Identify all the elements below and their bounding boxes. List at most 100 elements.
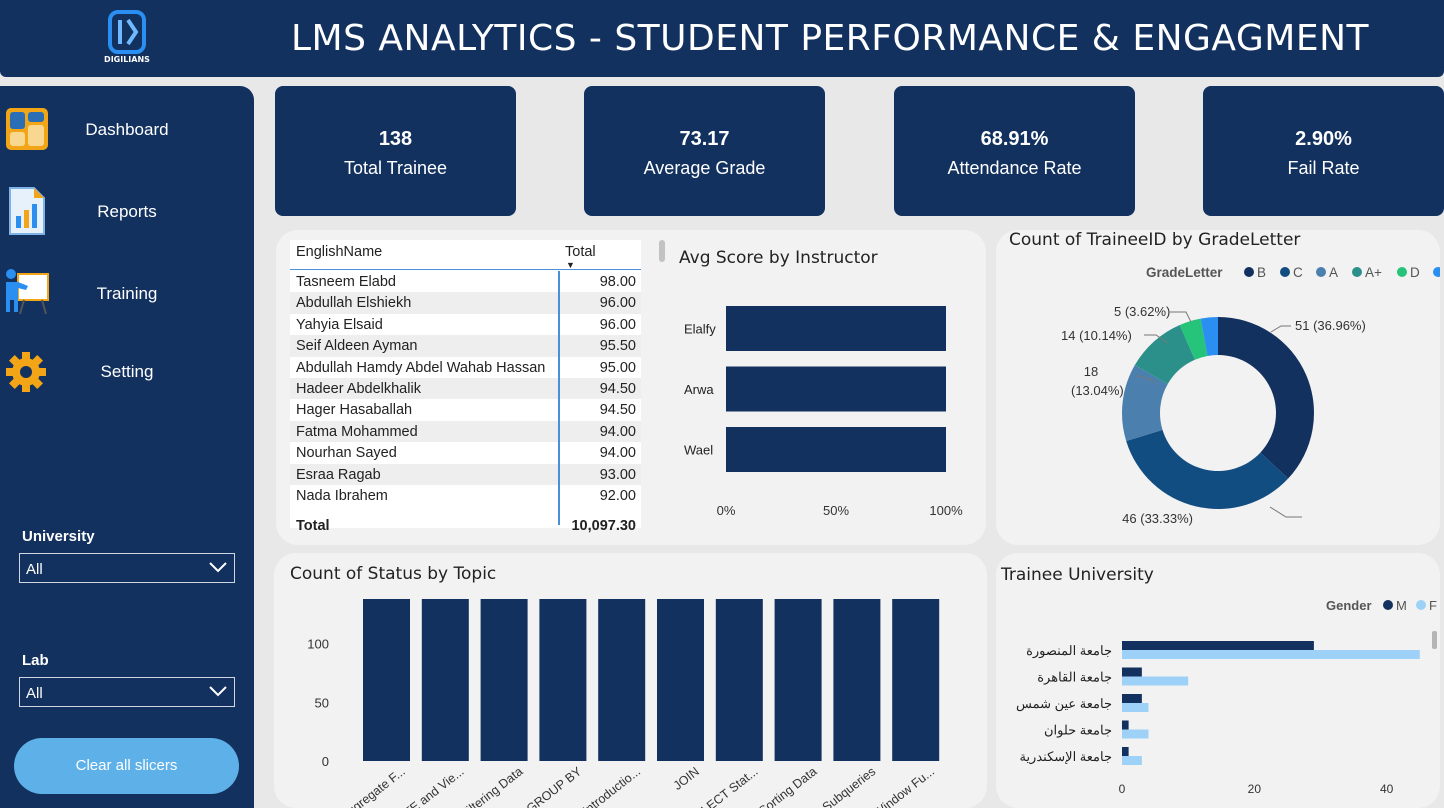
clear-slicers-button[interactable]: Clear all slicers: [14, 738, 239, 794]
table-row[interactable]: Fatma Mohammed 94.00: [290, 420, 641, 443]
chevron-down-icon: [209, 686, 227, 697]
university-label: جامعة القاهرة: [1037, 670, 1112, 686]
sidebar-item-reports[interactable]: Reports: [0, 186, 254, 246]
table-row[interactable]: Esraa Ragab 93.00: [290, 463, 641, 485]
x-tick-label: 0%: [717, 503, 736, 518]
university-slicer[interactable]: All: [19, 553, 235, 583]
lab-slicer[interactable]: All: [19, 677, 235, 707]
column-header-total[interactable]: Total: [565, 244, 596, 260]
table-row[interactable]: Nourhan Sayed 94.00: [290, 442, 641, 463]
legend-swatch: [1433, 267, 1440, 277]
sort-desc-icon: ▼: [566, 260, 575, 270]
cell-total: 95.50: [599, 338, 636, 355]
cell-total: 98.00: [599, 274, 636, 290]
x-tick-label: Sorting Data: [756, 764, 819, 808]
kpi-total-trainee: 138 Total Trainee: [275, 86, 516, 216]
table-row[interactable]: Yahyia Elsaid 96.00: [290, 314, 641, 335]
topic-bar: [892, 599, 940, 761]
page-title: LMS ANALYTICS - STUDENT PERFORMANCE & EN…: [290, 18, 1370, 59]
topic-bar: [715, 599, 763, 761]
cell-name: Hadeer Abdelkhalik: [296, 381, 421, 397]
slice-label: (13.04%): [1071, 383, 1124, 398]
y-tick-label: 100: [307, 637, 329, 652]
instructor-chart: Elalfy Arwa Wael 0% 50% 100%: [684, 306, 963, 518]
dashboard-icon: [6, 108, 48, 150]
table-row[interactable]: Nada Ibrahem 92.00: [290, 485, 641, 506]
x-tick-label: 40: [1380, 782, 1394, 796]
legend-swatch: [1352, 267, 1362, 277]
cell-name: Yahyia Elsaid: [296, 316, 383, 333]
donut-slice: [1218, 317, 1314, 479]
topic-bar: [657, 599, 704, 761]
instructor-bar: [726, 306, 946, 351]
status-topic-chart: 0 50 100 Aggregate F...CTE and Vie...Filter…: [307, 599, 940, 808]
sidebar-item-setting[interactable]: Setting: [0, 348, 254, 408]
table-scrollbar[interactable]: [659, 240, 665, 262]
university-label: جامعة المنصورة: [1026, 643, 1112, 659]
sidebar: Dashboard Reports Training: [0, 86, 254, 808]
x-tick-label: Subqueries: [820, 764, 878, 808]
donut-slice: [1179, 318, 1208, 360]
instructor-label: Elalfy: [684, 322, 716, 337]
kpi-label: Total Trainee: [343, 158, 448, 178]
total-value: 10,097.30: [571, 518, 636, 534]
cell-name: Abdullah Elshiekh: [296, 295, 412, 312]
topic-bar: [833, 599, 881, 761]
logo-text: DIGILIANS: [104, 55, 150, 64]
table-row[interactable]: Abdullah Hamdy Abdel Wahab Hassan 95.00: [290, 357, 641, 378]
total-label: Total: [296, 518, 330, 534]
x-tick-label: Window Fu...: [871, 764, 937, 808]
university-bar: [1122, 667, 1142, 677]
status-chart-title: Count of Status by Topic: [290, 564, 497, 584]
table-row[interactable]: Abdullah Elshiekh 96.00: [290, 292, 641, 314]
cell-total: 96.00: [599, 316, 636, 333]
cell-total: 94.00: [599, 423, 636, 440]
topic-bar: [421, 599, 469, 761]
lab-slicer-label: Lab: [22, 652, 49, 669]
university-bar: [1122, 694, 1142, 703]
cell-total: 95.00: [599, 359, 636, 376]
lab-slicer-value: All: [26, 685, 43, 702]
sidebar-item-training[interactable]: Training: [0, 266, 254, 326]
x-tick-label: Aggregate F...: [338, 764, 408, 808]
university-label: جامعة عين شمس: [1016, 696, 1112, 712]
donut-slice: [1122, 365, 1168, 441]
instructor-bar: [726, 427, 946, 472]
leader-line: [1170, 311, 1192, 323]
legend-item: D: [1410, 265, 1420, 280]
table-row[interactable]: Seif Aldeen Ayman 95.50: [290, 335, 641, 357]
table-row[interactable]: Hager Hasaballah 94.50: [290, 399, 641, 420]
reports-icon: [9, 187, 45, 235]
kpi-label: Average Grade: [643, 158, 766, 178]
cell-name: Nourhan Sayed: [296, 445, 397, 462]
header-bar: DIGILIANS LMS ANALYTICS - STUDENT PERFOR…: [0, 0, 1444, 77]
column-header-name[interactable]: EnglishName: [296, 244, 383, 260]
x-tick-label: Introductio...: [580, 764, 643, 808]
university-bar: [1122, 641, 1314, 650]
trainee-university-card: Trainee University Gender M F جامعة المنصور…: [996, 553, 1440, 808]
legend-item: B: [1257, 265, 1266, 280]
sidebar-item-label: Reports: [97, 202, 157, 221]
table-row[interactable]: Hadeer Abdelkhalik 94.50: [290, 378, 641, 400]
topic-bar: [774, 599, 822, 761]
slice-label: 18: [1084, 364, 1098, 379]
trainee-table[interactable]: EnglishName Total ▼ Tasneem Elabd 98.00 Ab…: [290, 240, 641, 534]
legend-swatch: [1383, 600, 1393, 610]
table-row[interactable]: Tasneem Elabd 98.00: [290, 271, 641, 292]
instructor-label: Arwa: [684, 382, 714, 397]
legend-title: GradeLetter: [1146, 265, 1223, 280]
instructor-bar: [726, 366, 946, 412]
kpi-value: 138: [378, 128, 413, 150]
legend-swatch: [1316, 267, 1326, 277]
y-tick-label: 0: [322, 754, 329, 769]
x-tick-label: 100%: [929, 503, 963, 518]
cell-total: 93.00: [599, 466, 636, 483]
training-icon: [6, 269, 49, 315]
cell-name: Nada Ibrahem: [296, 488, 388, 504]
y-tick-label: 50: [315, 695, 329, 710]
donut-slice: [1134, 324, 1195, 384]
slice-label: 5 (3.62%): [1114, 304, 1170, 319]
university-bar: [1122, 756, 1142, 765]
sidebar-item-dashboard[interactable]: Dashboard: [0, 104, 254, 164]
